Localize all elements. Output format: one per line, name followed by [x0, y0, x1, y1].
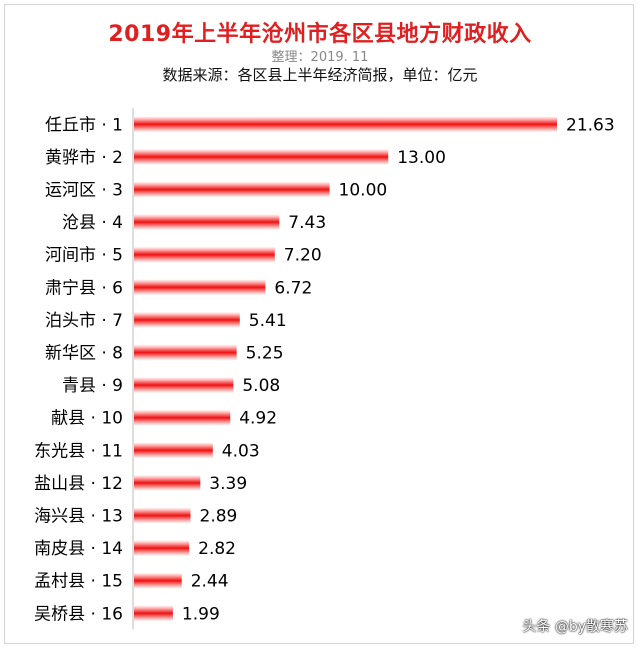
chart-frame — [4, 4, 634, 644]
bar — [134, 214, 280, 231]
category-label: 青县 · 9 — [62, 376, 123, 396]
bar — [134, 409, 231, 426]
bar — [134, 246, 275, 263]
watermark: 头条 @by散寒苏 — [522, 619, 628, 635]
bar — [134, 540, 190, 557]
value-label: 5.41 — [249, 311, 287, 331]
value-label: 3.39 — [209, 474, 247, 494]
value-label: 6.72 — [274, 278, 312, 298]
category-label: 任丘市 · 1 — [45, 115, 123, 135]
category-label: 沧县 · 4 — [62, 213, 123, 233]
category-label: 献县 · 10 — [51, 409, 123, 429]
value-label: 7.20 — [284, 246, 322, 266]
bar — [134, 605, 173, 622]
value-label: 2.44 — [191, 572, 229, 592]
category-label: 新华区 · 8 — [45, 344, 123, 364]
category-label: 海兴县 · 13 — [34, 507, 123, 527]
category-label: 孟村县 · 15 — [34, 572, 123, 592]
category-label: 肃宁县 · 6 — [45, 278, 123, 298]
category-label: 南皮县 · 14 — [34, 539, 123, 559]
value-label: 2.82 — [198, 539, 236, 559]
category-label: 运河区 · 3 — [45, 181, 123, 201]
category-label: 盐山县 · 12 — [34, 474, 123, 494]
bar — [134, 181, 330, 198]
bar — [134, 377, 234, 394]
bar — [134, 311, 240, 328]
bar — [134, 442, 213, 459]
chart-subtitle: 整理：2019. 11 — [271, 50, 369, 65]
value-label: 10.00 — [339, 181, 388, 201]
bar — [134, 148, 389, 165]
bar — [134, 507, 191, 524]
bar — [134, 279, 266, 296]
value-label: 1.99 — [182, 604, 220, 624]
bar — [134, 474, 201, 491]
value-label: 4.92 — [239, 409, 277, 429]
category-label: 泊头市 · 7 — [45, 311, 123, 331]
value-label: 5.08 — [242, 376, 280, 396]
chart-title: 2019年上半年沧州市各区县地方财政收入 — [108, 22, 532, 47]
value-label: 2.89 — [200, 507, 238, 527]
bar — [134, 116, 557, 133]
value-label: 21.63 — [566, 115, 615, 135]
bar — [134, 572, 182, 589]
value-label: 13.00 — [397, 148, 446, 168]
category-label: 河间市 · 5 — [45, 246, 123, 266]
category-label: 吴桥县 · 16 — [34, 604, 123, 624]
chart-source-note: 数据来源：各区县上半年经济简报，单位：亿元 — [162, 66, 478, 84]
value-label: 4.03 — [222, 441, 260, 461]
category-label: 东光县 · 11 — [34, 441, 123, 461]
bar — [134, 344, 237, 361]
category-label: 黄骅市 · 2 — [45, 148, 123, 168]
value-label: 7.43 — [288, 213, 326, 233]
value-label: 5.25 — [246, 344, 284, 364]
